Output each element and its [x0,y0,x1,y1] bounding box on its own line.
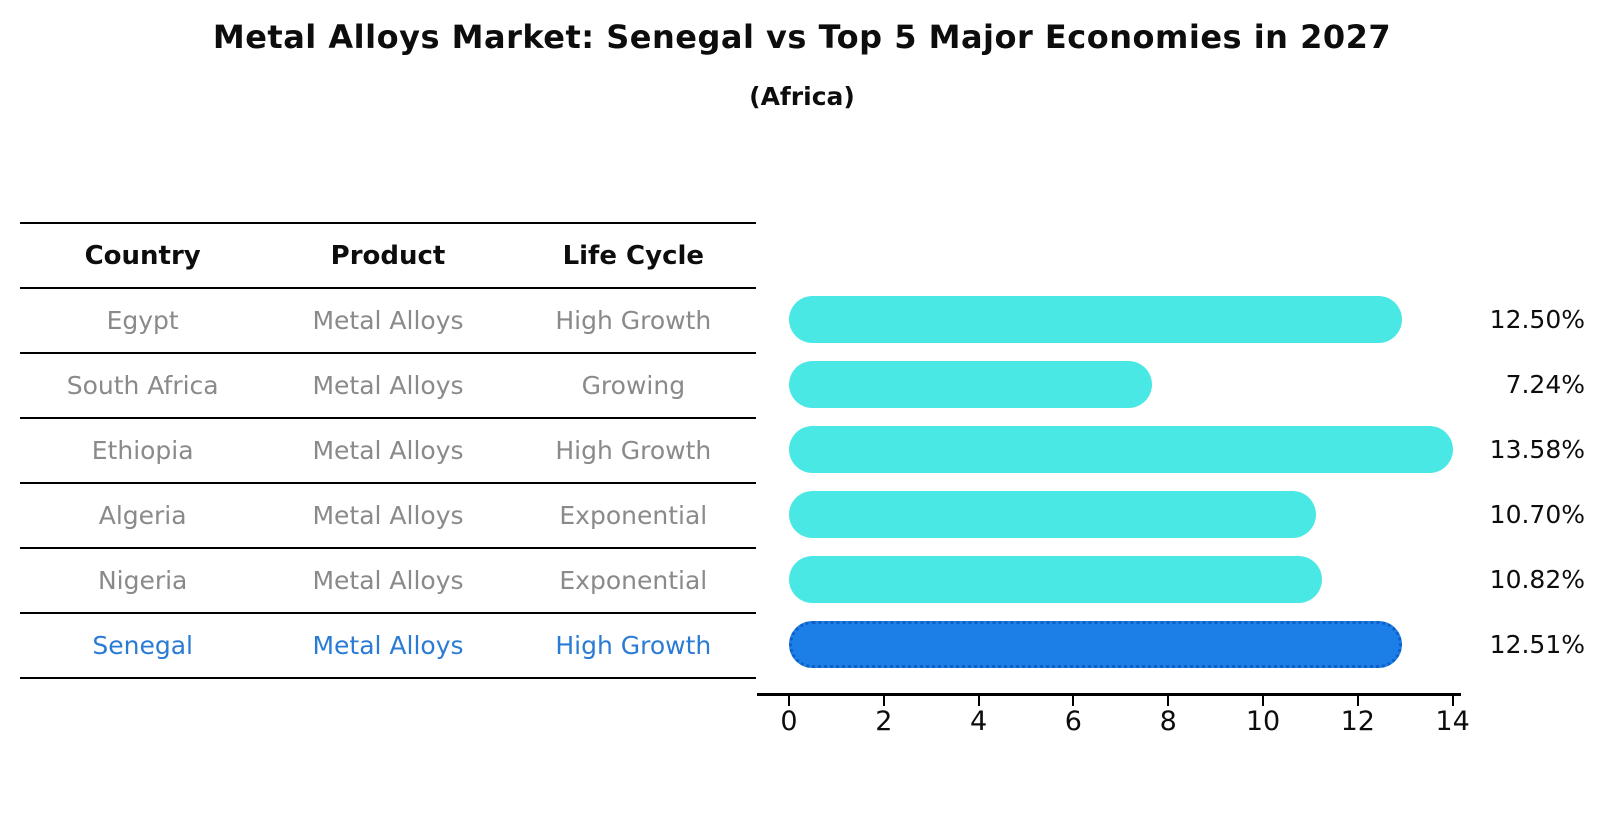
value-label: 10.70% [1489,500,1585,529]
column-header-product: Product [330,240,446,271]
x-axis-tick [882,696,885,706]
cell-product: Metal Alloys [312,631,464,660]
cell-country: South Africa [66,371,219,400]
cell-product: Metal Alloys [312,566,464,595]
cell-country: Ethiopia [91,436,194,465]
value-label: 10.82% [1489,565,1585,594]
value-label: 7.24% [1505,370,1585,399]
cell-life-cycle: High Growth [555,306,712,335]
table-row: Ethiopia Metal Alloys High Growth [20,419,756,484]
x-tick-label: 4 [970,706,988,737]
bar-south-africa [789,361,1153,408]
chart-subtitle: (Africa) [749,82,855,111]
cell-country: Nigeria [97,566,188,595]
value-label: 13.58% [1489,435,1585,464]
cell-country: Egypt [106,306,179,335]
x-tick-label: 8 [1159,706,1177,737]
cell-life-cycle: High Growth [555,436,712,465]
x-tick-label: 10 [1245,706,1281,737]
x-axis-tick [977,696,980,706]
x-tick-label: 12 [1340,706,1375,737]
column-header-life-cycle: Life Cycle [562,240,705,271]
x-axis-tick [1167,696,1170,706]
x-axis-line [757,693,1461,696]
value-label: 12.51% [1489,630,1585,659]
cell-life-cycle: Exponential [559,501,708,530]
column-header-country: Country [84,240,201,271]
x-axis-tick [788,696,790,706]
x-tick-label: 6 [1064,706,1082,737]
cell-life-cycle: High Growth [555,631,712,660]
cell-country: Senegal [92,631,193,660]
x-tick-label: 14 [1435,706,1470,737]
x-axis-tick [1356,696,1359,706]
cell-life-cycle: Exponential [559,566,708,595]
table-row: Egypt Metal Alloys High Growth [20,289,756,354]
table-header-row: Country Product Life Cycle [20,224,756,289]
x-axis-tick [1451,696,1454,706]
x-tick-label: 0 [780,706,798,737]
x-axis-tick [1262,696,1264,706]
chart-title: Metal Alloys Market: Senegal vs Top 5 Ma… [212,18,1392,56]
table-row: South Africa Metal Alloys Growing [20,354,756,419]
cell-product: Metal Alloys [312,436,464,465]
cell-country: Algeria [98,501,187,530]
bar-ethiopia [789,426,1453,473]
bar-egypt [789,296,1402,343]
cell-product: Metal Alloys [312,371,464,400]
x-tick-label: 2 [875,706,893,737]
cell-product: Metal Alloys [312,501,464,530]
bar-senegal-highlight [789,621,1402,668]
comparison-table: Country Product Life Cycle Egypt Metal A… [20,222,756,679]
x-axis-tick [1072,696,1075,706]
cell-product: Metal Alloys [312,306,464,335]
bar-algeria [789,491,1317,538]
bar-nigeria [789,556,1322,603]
table-row: Algeria Metal Alloys Exponential [20,484,756,549]
cell-life-cycle: Growing [581,371,686,400]
table-row: Nigeria Metal Alloys Exponential [20,549,756,614]
value-label: 12.50% [1489,305,1585,334]
table-row-senegal-highlight: Senegal Metal Alloys High Growth [20,614,756,679]
